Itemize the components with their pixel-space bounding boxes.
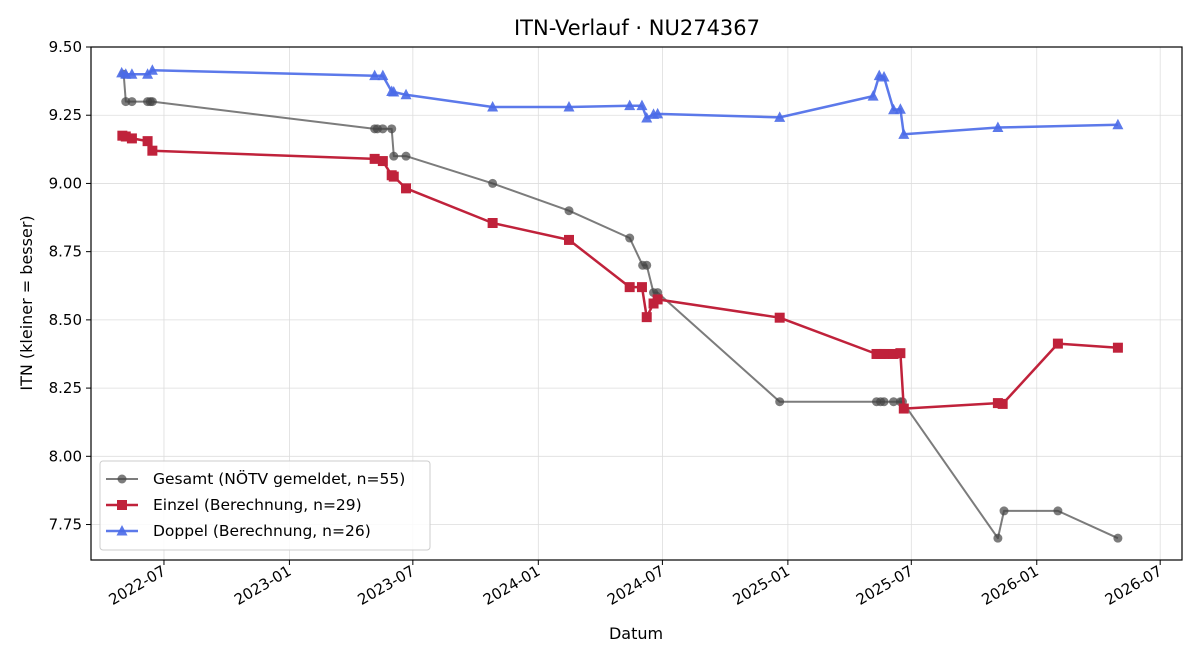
data-point <box>992 121 1004 132</box>
data-point <box>624 282 635 293</box>
series-layer <box>116 64 1124 543</box>
data-point <box>898 403 909 414</box>
plot-frame <box>90 46 1183 561</box>
data-point <box>642 260 652 270</box>
data-point <box>126 68 138 79</box>
data-point <box>369 153 380 164</box>
chart-title: ITN-Verlauf · NU274367 <box>514 16 760 40</box>
data-point <box>775 397 785 407</box>
data-point <box>879 348 890 359</box>
data-point <box>1112 342 1123 353</box>
data-point <box>652 294 663 305</box>
data-point <box>1112 118 1124 130</box>
data-point <box>387 124 397 134</box>
legend-box <box>99 460 431 551</box>
series-triangle <box>116 64 1124 139</box>
legend-label: Doppel (Berechnung, n=26) <box>153 522 371 540</box>
data-point <box>898 128 910 139</box>
y-tick-label: 7.75 <box>49 516 82 534</box>
data-point <box>388 86 400 97</box>
data-point <box>147 145 158 156</box>
legend-marker <box>117 500 127 510</box>
data-point <box>127 97 137 107</box>
data-point <box>993 533 1003 543</box>
data-point <box>400 88 412 100</box>
data-point <box>625 233 635 243</box>
data-point <box>1113 533 1123 543</box>
y-tick-label: 8.75 <box>49 243 82 261</box>
data-point <box>997 398 1008 409</box>
series-line <box>121 68 1118 136</box>
data-point <box>378 124 388 134</box>
data-point <box>142 136 153 147</box>
legend: Gesamt (NÖTV gemeldet, n=55) Einzel (Bere… <box>99 460 431 551</box>
data-point <box>641 312 652 323</box>
data-point <box>388 171 399 182</box>
legend-marker <box>116 525 128 536</box>
data-point <box>389 151 399 161</box>
data-point <box>867 90 879 101</box>
data-point <box>636 282 647 293</box>
data-point <box>894 103 906 114</box>
legend-marker <box>117 474 127 484</box>
data-point <box>1052 338 1063 349</box>
data-point <box>624 99 636 111</box>
data-point <box>636 99 648 111</box>
data-point <box>889 397 899 407</box>
data-point <box>488 178 498 188</box>
data-point <box>641 111 653 123</box>
series-square <box>117 130 1123 414</box>
data-point <box>120 131 131 142</box>
y-tick-label: 8.25 <box>49 379 82 397</box>
legend-label: Einzel (Berechnung, n=29) <box>153 496 362 514</box>
data-point <box>369 69 381 81</box>
data-point <box>487 101 499 112</box>
data-point <box>895 348 906 359</box>
series-line <box>122 134 1118 410</box>
y-tick-label: 9.50 <box>49 38 82 56</box>
data-point <box>652 107 664 119</box>
data-point <box>401 151 411 161</box>
data-point <box>888 348 899 359</box>
data-point <box>377 69 389 81</box>
data-point <box>147 97 157 107</box>
data-point <box>1053 506 1063 516</box>
y-tick-label: 8.00 <box>49 447 82 465</box>
data-point <box>146 64 158 75</box>
data-point <box>878 71 890 82</box>
data-point <box>879 397 889 407</box>
data-point <box>563 101 575 112</box>
data-point <box>774 312 785 323</box>
data-point <box>564 206 574 216</box>
x-axis-label: Datum <box>609 624 663 643</box>
data-point <box>377 156 388 167</box>
y-tick-label: 8.50 <box>49 311 82 329</box>
data-point <box>563 234 574 245</box>
series-circle <box>119 69 1123 543</box>
y-tick-label: 9.00 <box>49 174 82 192</box>
data-point <box>774 111 786 122</box>
data-point <box>126 133 137 144</box>
data-point <box>401 183 412 194</box>
data-point <box>999 506 1009 516</box>
data-point <box>487 218 498 229</box>
legend-label: Gesamt (NÖTV gemeldet, n=55) <box>153 469 405 488</box>
y-axis-ticks: 7.75 8.00 8.25 8.50 8.75 9.00 9.25 9.50 <box>49 38 91 534</box>
y-tick-label: 9.25 <box>49 106 82 124</box>
y-axis-label: ITN (kleiner = besser) <box>17 215 36 390</box>
